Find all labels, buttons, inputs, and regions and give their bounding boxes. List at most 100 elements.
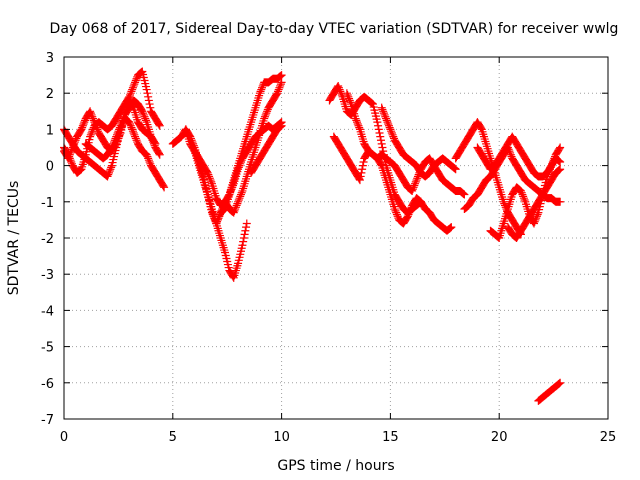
x-tick-label: 25 xyxy=(600,430,617,445)
data-point xyxy=(387,129,396,138)
data-point xyxy=(86,132,95,141)
data-point xyxy=(411,179,420,188)
data-point xyxy=(103,172,112,181)
data-point xyxy=(357,168,366,177)
data-point xyxy=(380,110,389,119)
data-point xyxy=(451,165,460,174)
data-point xyxy=(236,192,245,201)
data-point xyxy=(189,141,198,150)
series-sat-g xyxy=(190,78,286,217)
data-point xyxy=(139,109,148,118)
data-point xyxy=(450,164,459,173)
data-point xyxy=(556,197,565,206)
x-tick-label: 10 xyxy=(273,430,290,445)
data-point xyxy=(67,147,76,156)
data-point xyxy=(412,176,421,185)
data-point xyxy=(255,89,264,98)
data-point xyxy=(88,112,97,121)
x-axis-label: GPS time / hours xyxy=(277,458,394,474)
data-point xyxy=(89,116,98,125)
data-point xyxy=(277,121,286,130)
data-point xyxy=(213,217,222,226)
data-point xyxy=(382,116,391,125)
data-point xyxy=(494,233,503,242)
data-point xyxy=(392,208,401,217)
data-point xyxy=(519,194,528,203)
data-point xyxy=(79,119,88,128)
data-point xyxy=(411,177,420,186)
data-point xyxy=(373,118,382,127)
data-point xyxy=(143,152,152,161)
data-point xyxy=(155,149,164,158)
data-point xyxy=(274,85,283,94)
data-point xyxy=(543,170,552,179)
y-tick-label: -7 xyxy=(41,413,54,428)
data-point xyxy=(131,134,140,143)
data-point xyxy=(130,130,139,139)
data-point xyxy=(335,85,344,94)
data-point xyxy=(93,125,102,134)
data-point xyxy=(460,190,469,199)
data-point xyxy=(105,167,114,176)
data-point xyxy=(263,107,272,116)
data-point xyxy=(334,81,343,90)
data-point xyxy=(356,172,365,181)
data-point xyxy=(107,163,116,172)
data-point xyxy=(159,182,168,191)
data-point xyxy=(238,241,247,250)
data-point xyxy=(392,210,401,219)
data-point xyxy=(229,208,238,217)
data-point xyxy=(233,199,242,208)
data-point xyxy=(186,134,195,143)
data-point xyxy=(89,114,98,123)
data-point xyxy=(70,138,79,147)
data-point xyxy=(240,230,249,239)
data-point xyxy=(126,121,135,130)
data-point xyxy=(91,121,100,130)
data-point xyxy=(214,214,223,223)
data-point xyxy=(232,201,241,210)
data-point xyxy=(128,127,137,136)
data-point xyxy=(149,138,158,147)
data-point xyxy=(390,205,399,214)
data-point xyxy=(119,114,128,123)
data-point xyxy=(67,145,76,154)
series-sat-q xyxy=(486,143,565,242)
data-point xyxy=(104,168,113,177)
data-point xyxy=(376,132,385,141)
data-point xyxy=(149,139,158,148)
data-point xyxy=(345,94,354,103)
data-point xyxy=(66,148,75,157)
series-sat-m xyxy=(377,103,460,181)
data-point xyxy=(556,165,565,174)
data-point xyxy=(343,91,352,100)
data-point xyxy=(385,123,394,132)
data-point xyxy=(68,143,77,152)
data-point xyxy=(404,210,413,219)
data-point xyxy=(459,189,468,198)
data-point xyxy=(242,223,251,232)
data-point xyxy=(374,125,383,134)
data-point xyxy=(189,139,198,148)
data-point xyxy=(87,110,96,119)
data-point xyxy=(276,81,285,90)
data-point xyxy=(384,119,393,128)
data-point xyxy=(391,206,400,215)
data-point xyxy=(376,160,385,169)
data-point xyxy=(276,72,285,81)
data-point xyxy=(127,87,136,96)
data-point xyxy=(128,85,137,94)
data-point xyxy=(234,195,243,204)
y-tick-label: -6 xyxy=(41,377,54,392)
data-point xyxy=(239,237,248,246)
data-point xyxy=(375,129,384,138)
data-point xyxy=(353,119,362,128)
data-point xyxy=(147,132,156,141)
data-point xyxy=(127,123,136,132)
data-point xyxy=(545,167,554,176)
data-point xyxy=(374,121,383,130)
data-point xyxy=(353,118,362,127)
data-point xyxy=(141,116,150,125)
data-point xyxy=(139,110,148,119)
